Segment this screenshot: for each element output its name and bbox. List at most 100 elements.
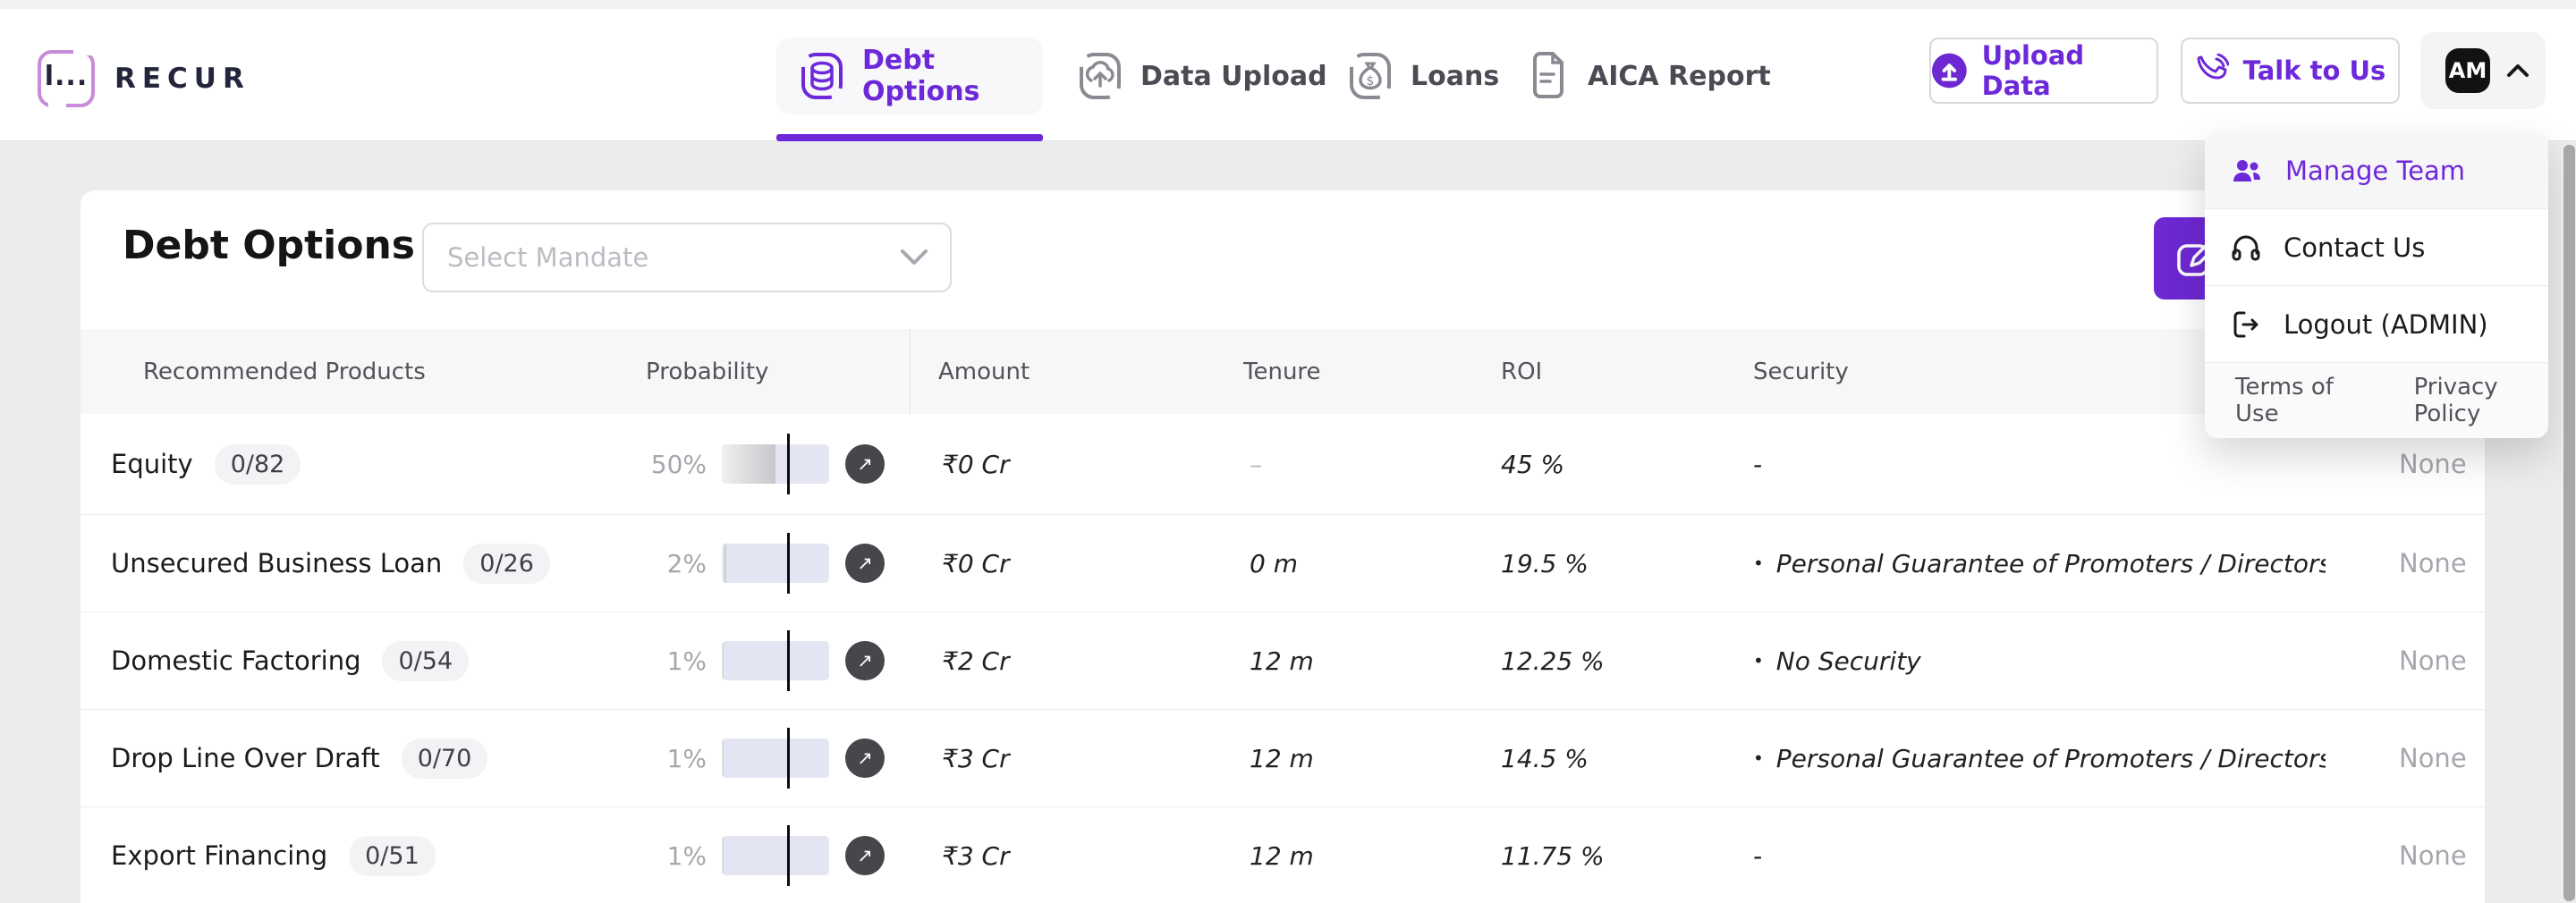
headphones-icon bbox=[2232, 235, 2260, 260]
product-cell: Drop Line Over Draft 0/70 bbox=[111, 710, 488, 806]
probability-value: 1% bbox=[666, 840, 707, 871]
probability-threshold-marker bbox=[787, 533, 791, 594]
svg-text:$: $ bbox=[1367, 74, 1375, 89]
open-row-button[interactable]: ↗ bbox=[845, 444, 885, 484]
menu-item-label: Contact Us bbox=[2284, 232, 2426, 263]
open-row-button[interactable]: ↗ bbox=[845, 836, 885, 875]
logo-mark-icon: l... bbox=[38, 48, 95, 109]
security-value: Personal Guarantee of Promoters / Direct… bbox=[1775, 743, 2326, 773]
probability-threshold-marker bbox=[787, 630, 791, 691]
product-name: Unsecured Business Loan bbox=[111, 548, 443, 578]
security-value: Personal Guarantee of Promoters / Direct… bbox=[1775, 548, 2326, 578]
amount-value: ₹0 Cr bbox=[942, 449, 1010, 479]
privacy-policy-link[interactable]: Privacy Policy bbox=[2413, 374, 2498, 427]
logout-icon bbox=[2233, 311, 2258, 337]
product-count-badge: 0/54 bbox=[382, 640, 470, 681]
security-value: - bbox=[1753, 840, 1763, 871]
col-header-amount: Amount bbox=[938, 358, 1030, 385]
table-row: Drop Line Over Draft 0/70 1% ↗ ₹3 Cr 12 … bbox=[80, 710, 2485, 807]
account-dropdown-menu: Manage Team Contact Us Logout (ADMIN) Te… bbox=[2205, 132, 2548, 438]
tenure-value: 12 m bbox=[1250, 743, 1314, 773]
col-header-security: Security bbox=[1753, 358, 1849, 385]
avatar: AM bbox=[2445, 48, 2490, 93]
upload-data-label: Upload Data bbox=[1981, 40, 2085, 101]
roi-value: 12.25 % bbox=[1501, 646, 1605, 676]
bullet-icon: • bbox=[1753, 650, 1764, 671]
vertical-scrollbar-thumb[interactable] bbox=[2563, 145, 2575, 901]
select-mandate-dropdown[interactable]: Select Mandate bbox=[422, 223, 952, 292]
arrow-up-right-icon: ↗ bbox=[857, 650, 873, 671]
account-menu-trigger[interactable]: AM bbox=[2420, 32, 2546, 109]
chevron-up-icon bbox=[2507, 64, 2529, 77]
last-column-value: None bbox=[2399, 646, 2467, 676]
table-row: Export Financing 0/51 1% ↗ ₹3 Cr 12 m 11… bbox=[80, 807, 2485, 903]
window-top-strip bbox=[0, 0, 2576, 9]
product-cell: Unsecured Business Loan 0/26 bbox=[111, 515, 550, 612]
terms-of-use-link[interactable]: Terms of Use bbox=[2235, 374, 2334, 427]
arrow-up-right-icon: ↗ bbox=[857, 747, 873, 769]
active-tab-underline bbox=[776, 134, 1043, 141]
probability-threshold-marker bbox=[787, 728, 791, 789]
brand-logo: l... RECUR bbox=[38, 48, 250, 109]
tab-loans-label: Loans bbox=[1411, 60, 1500, 92]
amount-value: ₹3 Cr bbox=[942, 840, 1010, 871]
tab-aica-report[interactable]: AICA Report bbox=[1523, 38, 1771, 114]
tab-debt-options[interactable]: Debt Options bbox=[776, 38, 1043, 114]
upload-circle-icon bbox=[1931, 53, 1967, 89]
database-icon bbox=[801, 53, 843, 99]
arrow-up-right-icon: ↗ bbox=[857, 553, 873, 574]
menu-item-contact-us[interactable]: Contact Us bbox=[2205, 209, 2548, 286]
open-row-button[interactable]: ↗ bbox=[845, 641, 885, 680]
product-name: Export Financing bbox=[111, 840, 328, 871]
roi-value: 11.75 % bbox=[1501, 840, 1605, 871]
menu-item-label: Logout (ADMIN) bbox=[2284, 308, 2488, 340]
probability-bar-fill bbox=[722, 738, 724, 778]
col-header-roi: ROI bbox=[1501, 358, 1543, 385]
chevron-down-icon bbox=[901, 249, 928, 265]
probability-value: 50% bbox=[650, 449, 707, 479]
product-count-badge: 0/70 bbox=[401, 738, 488, 779]
team-icon bbox=[2233, 159, 2260, 181]
talk-to-us-button[interactable]: Talk to Us bbox=[2181, 38, 2400, 104]
tab-debt-options-label: Debt Options bbox=[862, 45, 980, 107]
menu-item-logout[interactable]: Logout (ADMIN) bbox=[2205, 286, 2548, 363]
probability-value: 1% bbox=[666, 646, 707, 676]
col-header-tenure: Tenure bbox=[1243, 358, 1321, 385]
probability-bar-fill bbox=[722, 544, 726, 583]
last-column-value: None bbox=[2399, 743, 2467, 773]
tab-aica-report-label: AICA Report bbox=[1588, 60, 1771, 92]
probability-bar bbox=[722, 728, 829, 789]
product-cell: Equity 0/82 bbox=[111, 414, 301, 514]
table-header-row: Recommended Products Probability Amount … bbox=[80, 329, 2485, 414]
open-row-button[interactable]: ↗ bbox=[845, 544, 885, 583]
report-document-icon bbox=[1533, 52, 1563, 98]
amount-value: ₹0 Cr bbox=[942, 548, 1010, 578]
probability-threshold-marker bbox=[787, 434, 791, 494]
money-bag-icon: $ bbox=[1350, 53, 1391, 99]
tab-data-upload-label: Data Upload bbox=[1140, 60, 1327, 92]
table-row: Equity 0/82 50% ↗ ₹0 Cr – 45 % - None bbox=[80, 414, 2485, 515]
probability-bar bbox=[722, 630, 829, 691]
roi-value: 14.5 % bbox=[1501, 743, 1589, 773]
probability-bar-fill bbox=[722, 836, 724, 875]
open-row-button[interactable]: ↗ bbox=[845, 738, 885, 778]
probability-value: 2% bbox=[666, 548, 707, 578]
amount-value: ₹2 Cr bbox=[942, 646, 1010, 676]
bullet-icon: • bbox=[1753, 553, 1764, 574]
menu-item-label: Manage Team bbox=[2285, 155, 2466, 186]
table-row: Domestic Factoring 0/54 1% ↗ ₹2 Cr 12 m … bbox=[80, 612, 2485, 710]
upload-data-button[interactable]: Upload Data bbox=[1929, 38, 2158, 104]
tenure-value: – bbox=[1250, 449, 1262, 479]
probability-bar bbox=[722, 825, 829, 886]
tenure-value: 12 m bbox=[1250, 646, 1314, 676]
menu-item-manage-team[interactable]: Manage Team bbox=[2205, 132, 2548, 209]
tab-data-upload[interactable]: Data Upload bbox=[1076, 38, 1327, 114]
tab-loans[interactable]: $ Loans bbox=[1346, 38, 1499, 114]
security-value: - bbox=[1753, 449, 1763, 479]
probability-bar-fill bbox=[722, 641, 724, 680]
last-column-value: None bbox=[2399, 548, 2467, 578]
col-header-probability: Probability bbox=[646, 358, 769, 385]
brand-name: RECUR bbox=[114, 63, 250, 95]
product-cell: Domestic Factoring 0/54 bbox=[111, 612, 470, 709]
debt-options-card: Debt Options Select Mandate Recommended … bbox=[80, 190, 2485, 903]
